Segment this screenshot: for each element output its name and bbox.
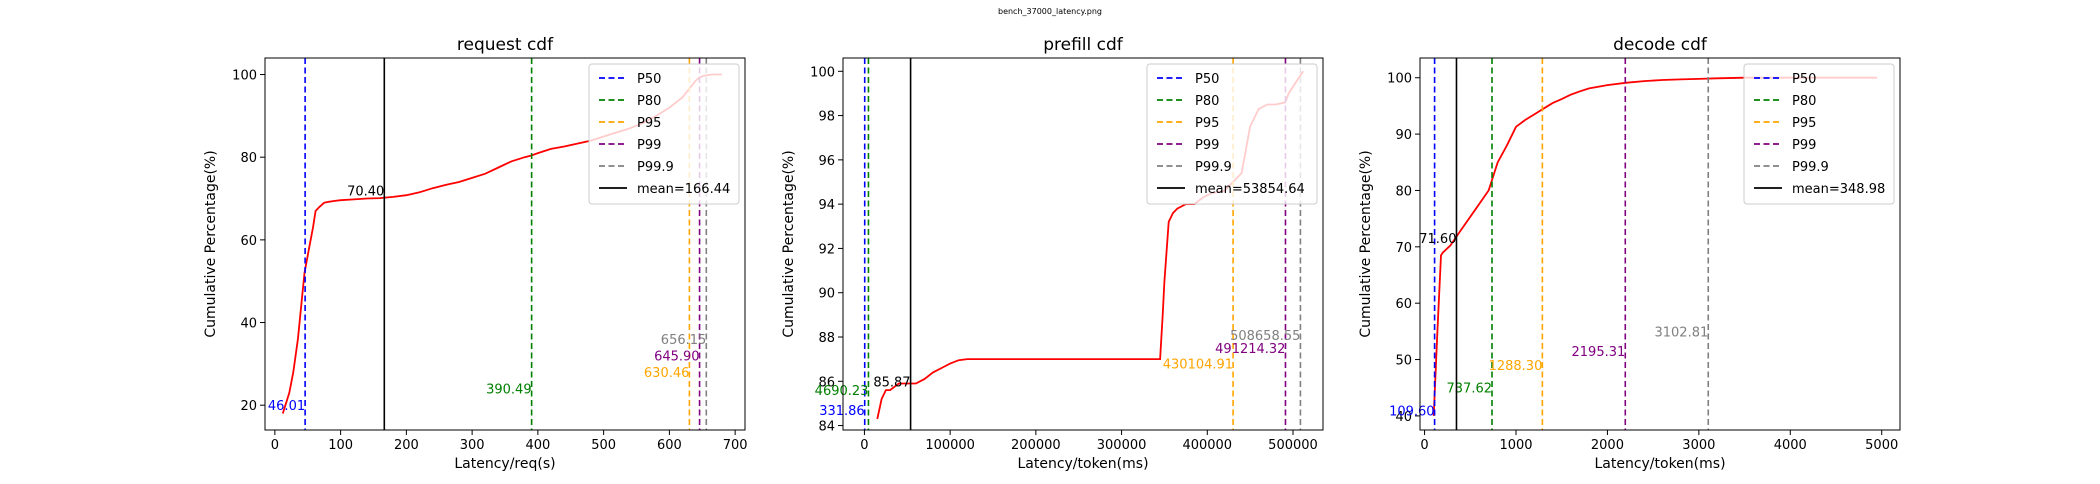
- y-axis-label: Cumulative Percentage(%): [781, 150, 797, 337]
- legend-entry: P95: [1792, 116, 1816, 131]
- figure-suptitle: bench_37000_latency.png: [997, 7, 1102, 16]
- percentile-label-p95: 430104.91: [1163, 358, 1233, 373]
- request-cdf-panel: request cdf 0 100 200 300 400 500 600 700 20 40 60 8…: [203, 35, 748, 472]
- y-tick-label: 100: [810, 65, 835, 80]
- y-tick-label: 86: [818, 375, 835, 390]
- x-tick-label: 2000: [1591, 438, 1624, 453]
- axes-frame: [842, 57, 1324, 431]
- x-axis-label: Latency/token(ms): [1594, 456, 1725, 472]
- x-tick-label: 300000: [1097, 438, 1147, 453]
- percentile-label-p80: 390.49: [486, 383, 532, 398]
- x-tick-label: 400000: [1182, 438, 1232, 453]
- legend-entry: P99: [1792, 138, 1816, 153]
- x-axis-label: Latency/token(ms): [1017, 456, 1148, 472]
- legend-entry: mean=53854.64: [1195, 182, 1305, 197]
- x-tick-label: 3000: [1682, 438, 1715, 453]
- x-tick-label: 600: [657, 438, 682, 453]
- y-tick-label: 50: [1395, 354, 1412, 369]
- x-tick-label: 300: [460, 438, 485, 453]
- percentile-label-p50: 46.01: [268, 399, 305, 414]
- decode-cdf-panel: decode cdf 0 1000 2000 3000 4000 5000 40 50 60 70 8…: [1358, 35, 1901, 472]
- x-tick-label: 500: [591, 438, 616, 453]
- x-tick-label: 200: [394, 438, 419, 453]
- y-tick-label: 94: [818, 198, 835, 213]
- prefill-cdf-panel: prefill cdf 0 100000 200000 300000 400000 5000…: [781, 35, 1324, 472]
- x-tick-label: 0: [1420, 438, 1428, 453]
- y-axis-label: Cumulative Percentage(%): [203, 150, 219, 337]
- y-tick-label: 84: [818, 420, 835, 435]
- chart-title: decode cdf: [1613, 35, 1708, 55]
- percentile-label-p99-9: 508658.55: [1230, 329, 1300, 344]
- legend-entry: P99.9: [637, 160, 674, 175]
- y-tick-label: 88: [818, 331, 835, 346]
- percentile-label-p95: 1288.30: [1489, 359, 1543, 374]
- axes-frame: [264, 57, 746, 431]
- legend-entry: P99: [637, 138, 661, 153]
- percentile-label-p95: 630.46: [644, 366, 690, 381]
- legend-box: [1146, 63, 1318, 205]
- x-tick-label: 1000: [1499, 438, 1532, 453]
- mean-annotation: 71.60: [1419, 232, 1456, 247]
- x-tick-label: 100: [328, 438, 353, 453]
- y-tick-label: 40: [1395, 410, 1412, 425]
- legend-entry: P80: [637, 94, 661, 109]
- y-axis-label: Cumulative Percentage(%): [1358, 150, 1374, 337]
- x-axis-label: Latency/req(s): [454, 456, 555, 472]
- chart-title: request cdf: [457, 35, 554, 55]
- y-tick-label: 80: [240, 151, 257, 166]
- x-tick-label: 200000: [1011, 438, 1061, 453]
- y-tick-label: 100: [1387, 72, 1412, 87]
- y-tick-label: 90: [818, 287, 835, 302]
- legend-entry: P99.9: [1792, 160, 1829, 175]
- percentile-label-p99: 645.90: [654, 350, 700, 365]
- percentile-label-p99-9: 656.15: [661, 333, 707, 348]
- y-tick-label: 80: [1395, 184, 1412, 199]
- x-tick-label: 400: [525, 438, 550, 453]
- legend-entry: P95: [1195, 116, 1219, 131]
- mean-annotation: 85.87: [873, 375, 910, 390]
- y-tick-label: 96: [818, 154, 835, 169]
- percentile-label-p80: 737.62: [1447, 382, 1493, 397]
- x-tick-label: 0: [271, 438, 279, 453]
- chart-title: prefill cdf: [1043, 35, 1124, 55]
- legend-entry: P80: [1792, 94, 1816, 109]
- mean-annotation: 70.40: [347, 184, 384, 199]
- x-tick-label: 100000: [925, 438, 975, 453]
- legend-entry: mean=348.98: [1792, 182, 1885, 197]
- x-tick-label: 0: [860, 438, 868, 453]
- legend-box: [588, 63, 740, 205]
- legend-entry: P99: [1195, 138, 1219, 153]
- y-tick-label: 98: [818, 110, 835, 125]
- percentile-label-p50: 109.60: [1389, 404, 1435, 419]
- y-tick-label: 100: [232, 69, 257, 84]
- percentile-label-p99: 2195.31: [1572, 345, 1626, 360]
- y-tick-label: 20: [240, 399, 257, 414]
- percentile-label-p99-9: 3102.81: [1654, 325, 1708, 340]
- legend-box: [1743, 63, 1895, 205]
- x-tick-label: 4000: [1774, 438, 1807, 453]
- percentile-label-p50: 331.86: [819, 404, 865, 419]
- legend-entry: P80: [1195, 94, 1219, 109]
- x-tick-label: 5000: [1865, 438, 1898, 453]
- y-tick-label: 92: [818, 242, 835, 257]
- legend-entry: P50: [1195, 72, 1219, 87]
- y-tick-label: 40: [240, 317, 257, 332]
- legend-entry: mean=166.44: [637, 182, 730, 197]
- x-tick-label: 700: [723, 438, 748, 453]
- cdf-line: [1432, 76, 1878, 416]
- legend-entry: P95: [637, 116, 661, 131]
- y-tick-label: 60: [1395, 297, 1412, 312]
- percentile-label-p80: 4690.23: [815, 384, 869, 399]
- legend-entry: P50: [1792, 72, 1816, 87]
- x-tick-label: 500000: [1268, 438, 1318, 453]
- axes-frame: [1419, 57, 1901, 431]
- y-tick-label: 60: [240, 234, 257, 249]
- percentile-label-p99: 491214.32: [1215, 342, 1285, 357]
- y-tick-label: 90: [1395, 128, 1412, 143]
- y-tick-label: 70: [1395, 241, 1412, 256]
- legend-entry: P99.9: [1195, 160, 1232, 175]
- legend-entry: P50: [637, 72, 661, 87]
